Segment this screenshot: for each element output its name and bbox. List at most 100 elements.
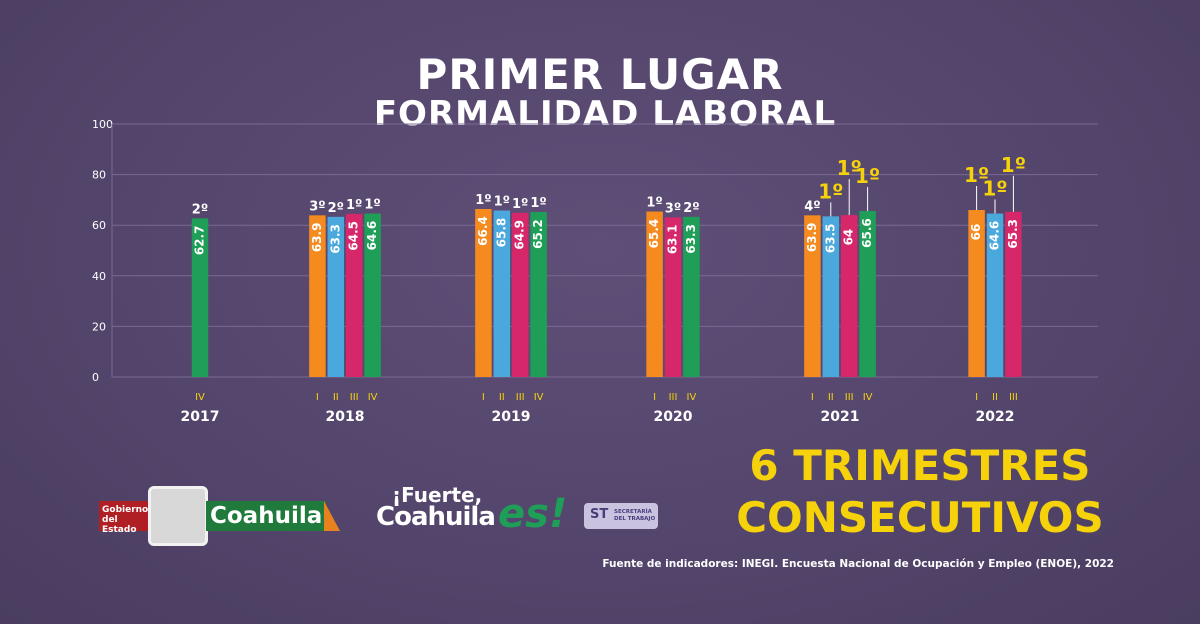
rank-label: 2º: [328, 201, 344, 216]
quarter-label: II: [828, 392, 834, 403]
coahuila-logo: Coahuila: [206, 501, 326, 531]
quarter-label: I: [811, 392, 814, 403]
y-tick-label: 20: [92, 320, 106, 333]
bar-value-label: 66: [969, 224, 983, 241]
bar-value-label: 65.4: [647, 219, 661, 249]
quarter-label: III: [845, 392, 854, 403]
bar: [986, 213, 1004, 377]
bar-value-label: 65.6: [860, 218, 874, 248]
bar: [804, 215, 821, 377]
bar-value-label: 63.9: [805, 223, 819, 253]
state-seal-icon: [148, 486, 208, 546]
quarter-label: IV: [534, 392, 544, 403]
year-label: 2022: [976, 409, 1015, 425]
year-label: 2017: [181, 409, 220, 425]
gobierno-line2: del Estado: [102, 515, 137, 535]
rank-label: 3º: [665, 201, 681, 216]
gobierno-line1: Gobierno: [102, 505, 149, 515]
quarter-label: I: [316, 392, 319, 403]
year-label: 2018: [326, 409, 365, 425]
y-tick-label: 60: [92, 219, 106, 232]
bar-value-label: 63.3: [328, 224, 342, 254]
bar: [511, 212, 529, 377]
rank-label: 1º: [818, 179, 843, 203]
quarter-label: III: [516, 392, 525, 403]
rank-label: 1º: [855, 164, 880, 188]
es-logo: es!: [498, 490, 567, 538]
bar-value-label: 62.7: [193, 226, 207, 256]
quarter-label: II: [992, 392, 998, 403]
bar: [646, 211, 663, 377]
bar-value-label: 63.1: [666, 225, 680, 255]
quarter-label: II: [333, 392, 339, 403]
year-label: 2021: [821, 409, 860, 425]
rank-label: 1º: [964, 163, 989, 187]
bar: [327, 216, 345, 377]
bar: [683, 216, 700, 377]
bar: [822, 216, 840, 377]
bar-value-label: 63.9: [310, 223, 324, 253]
bar: [364, 213, 381, 377]
quarter-label: IV: [195, 392, 205, 403]
es-logo-text: es!: [498, 491, 568, 537]
fuerte-logo-line2: Coahuila: [376, 502, 496, 532]
bar-value-label: 64.9: [513, 220, 527, 250]
bar: [191, 218, 209, 377]
rank-label: 4º: [804, 199, 820, 214]
bar-value-label: 65.8: [494, 218, 508, 248]
bar: [664, 217, 682, 377]
bar-value-label: 65.3: [1006, 219, 1020, 249]
rank-label: 1º: [346, 198, 362, 213]
y-tick-label: 0: [92, 371, 99, 384]
slogan-line2: CONSECUTIVOS: [736, 493, 1104, 542]
slogan-line1: 6 TRIMESTRES: [749, 441, 1091, 490]
bar-value-label: 66.4: [476, 216, 490, 246]
secretaria-trabajo-logo: ST SECRETARÍA DEL TRABAJO: [584, 503, 658, 529]
chart-title: PRIMER LUGAR: [416, 50, 784, 99]
rank-label: 1º: [475, 193, 491, 208]
rank-label: 3º: [309, 199, 325, 214]
year-label: 2019: [492, 409, 531, 425]
source-note: Fuente de indicadores: INEGI. Encuesta N…: [602, 558, 1114, 570]
rank-label: 1º: [1001, 153, 1026, 177]
bar-value-label: 64: [842, 229, 856, 246]
bar-value-label: 65.2: [531, 219, 545, 249]
bar-value-label: 64.6: [365, 221, 379, 251]
rank-label: 1º: [364, 198, 380, 213]
bar: [1005, 211, 1022, 377]
bar: [475, 209, 492, 377]
rank-label: 1º: [530, 196, 546, 211]
quarter-label: IV: [863, 392, 873, 403]
quarter-label: II: [499, 392, 505, 403]
rank-label: 1º: [512, 197, 528, 212]
quarter-label: IV: [687, 392, 697, 403]
bar: [345, 213, 363, 377]
bar: [309, 215, 326, 377]
rank-label: 1º: [982, 177, 1007, 201]
bar-value-label: 64.6: [988, 221, 1002, 251]
rank-label: 1º: [646, 196, 662, 211]
bar-value-label: 63.5: [823, 224, 837, 254]
y-tick-label: 100: [92, 118, 113, 131]
st-name: SECRETARÍA DEL TRABAJO: [614, 509, 656, 522]
quarter-label: I: [975, 392, 978, 403]
rank-label: 2º: [192, 202, 208, 217]
fuerte-logo-line1: ¡Fuerte,: [392, 483, 483, 507]
bar: [968, 210, 985, 377]
y-tick-label: 40: [92, 270, 106, 283]
rank-label: 1º: [837, 156, 862, 180]
quarter-label: III: [669, 392, 678, 403]
quarter-label: III: [350, 392, 359, 403]
bar-value-label: 64.5: [347, 221, 361, 251]
st-abbr: ST: [590, 507, 609, 522]
quarter-label: IV: [368, 392, 378, 403]
bar: [840, 215, 858, 377]
quarter-label: III: [1009, 392, 1018, 403]
rank-label: 1º: [494, 195, 510, 210]
bar: [859, 211, 876, 377]
year-label: 2020: [654, 409, 693, 425]
bar: [493, 210, 511, 377]
y-tick-label: 80: [92, 169, 106, 182]
gobierno-logo: Gobierno del Estado: [99, 501, 149, 535]
